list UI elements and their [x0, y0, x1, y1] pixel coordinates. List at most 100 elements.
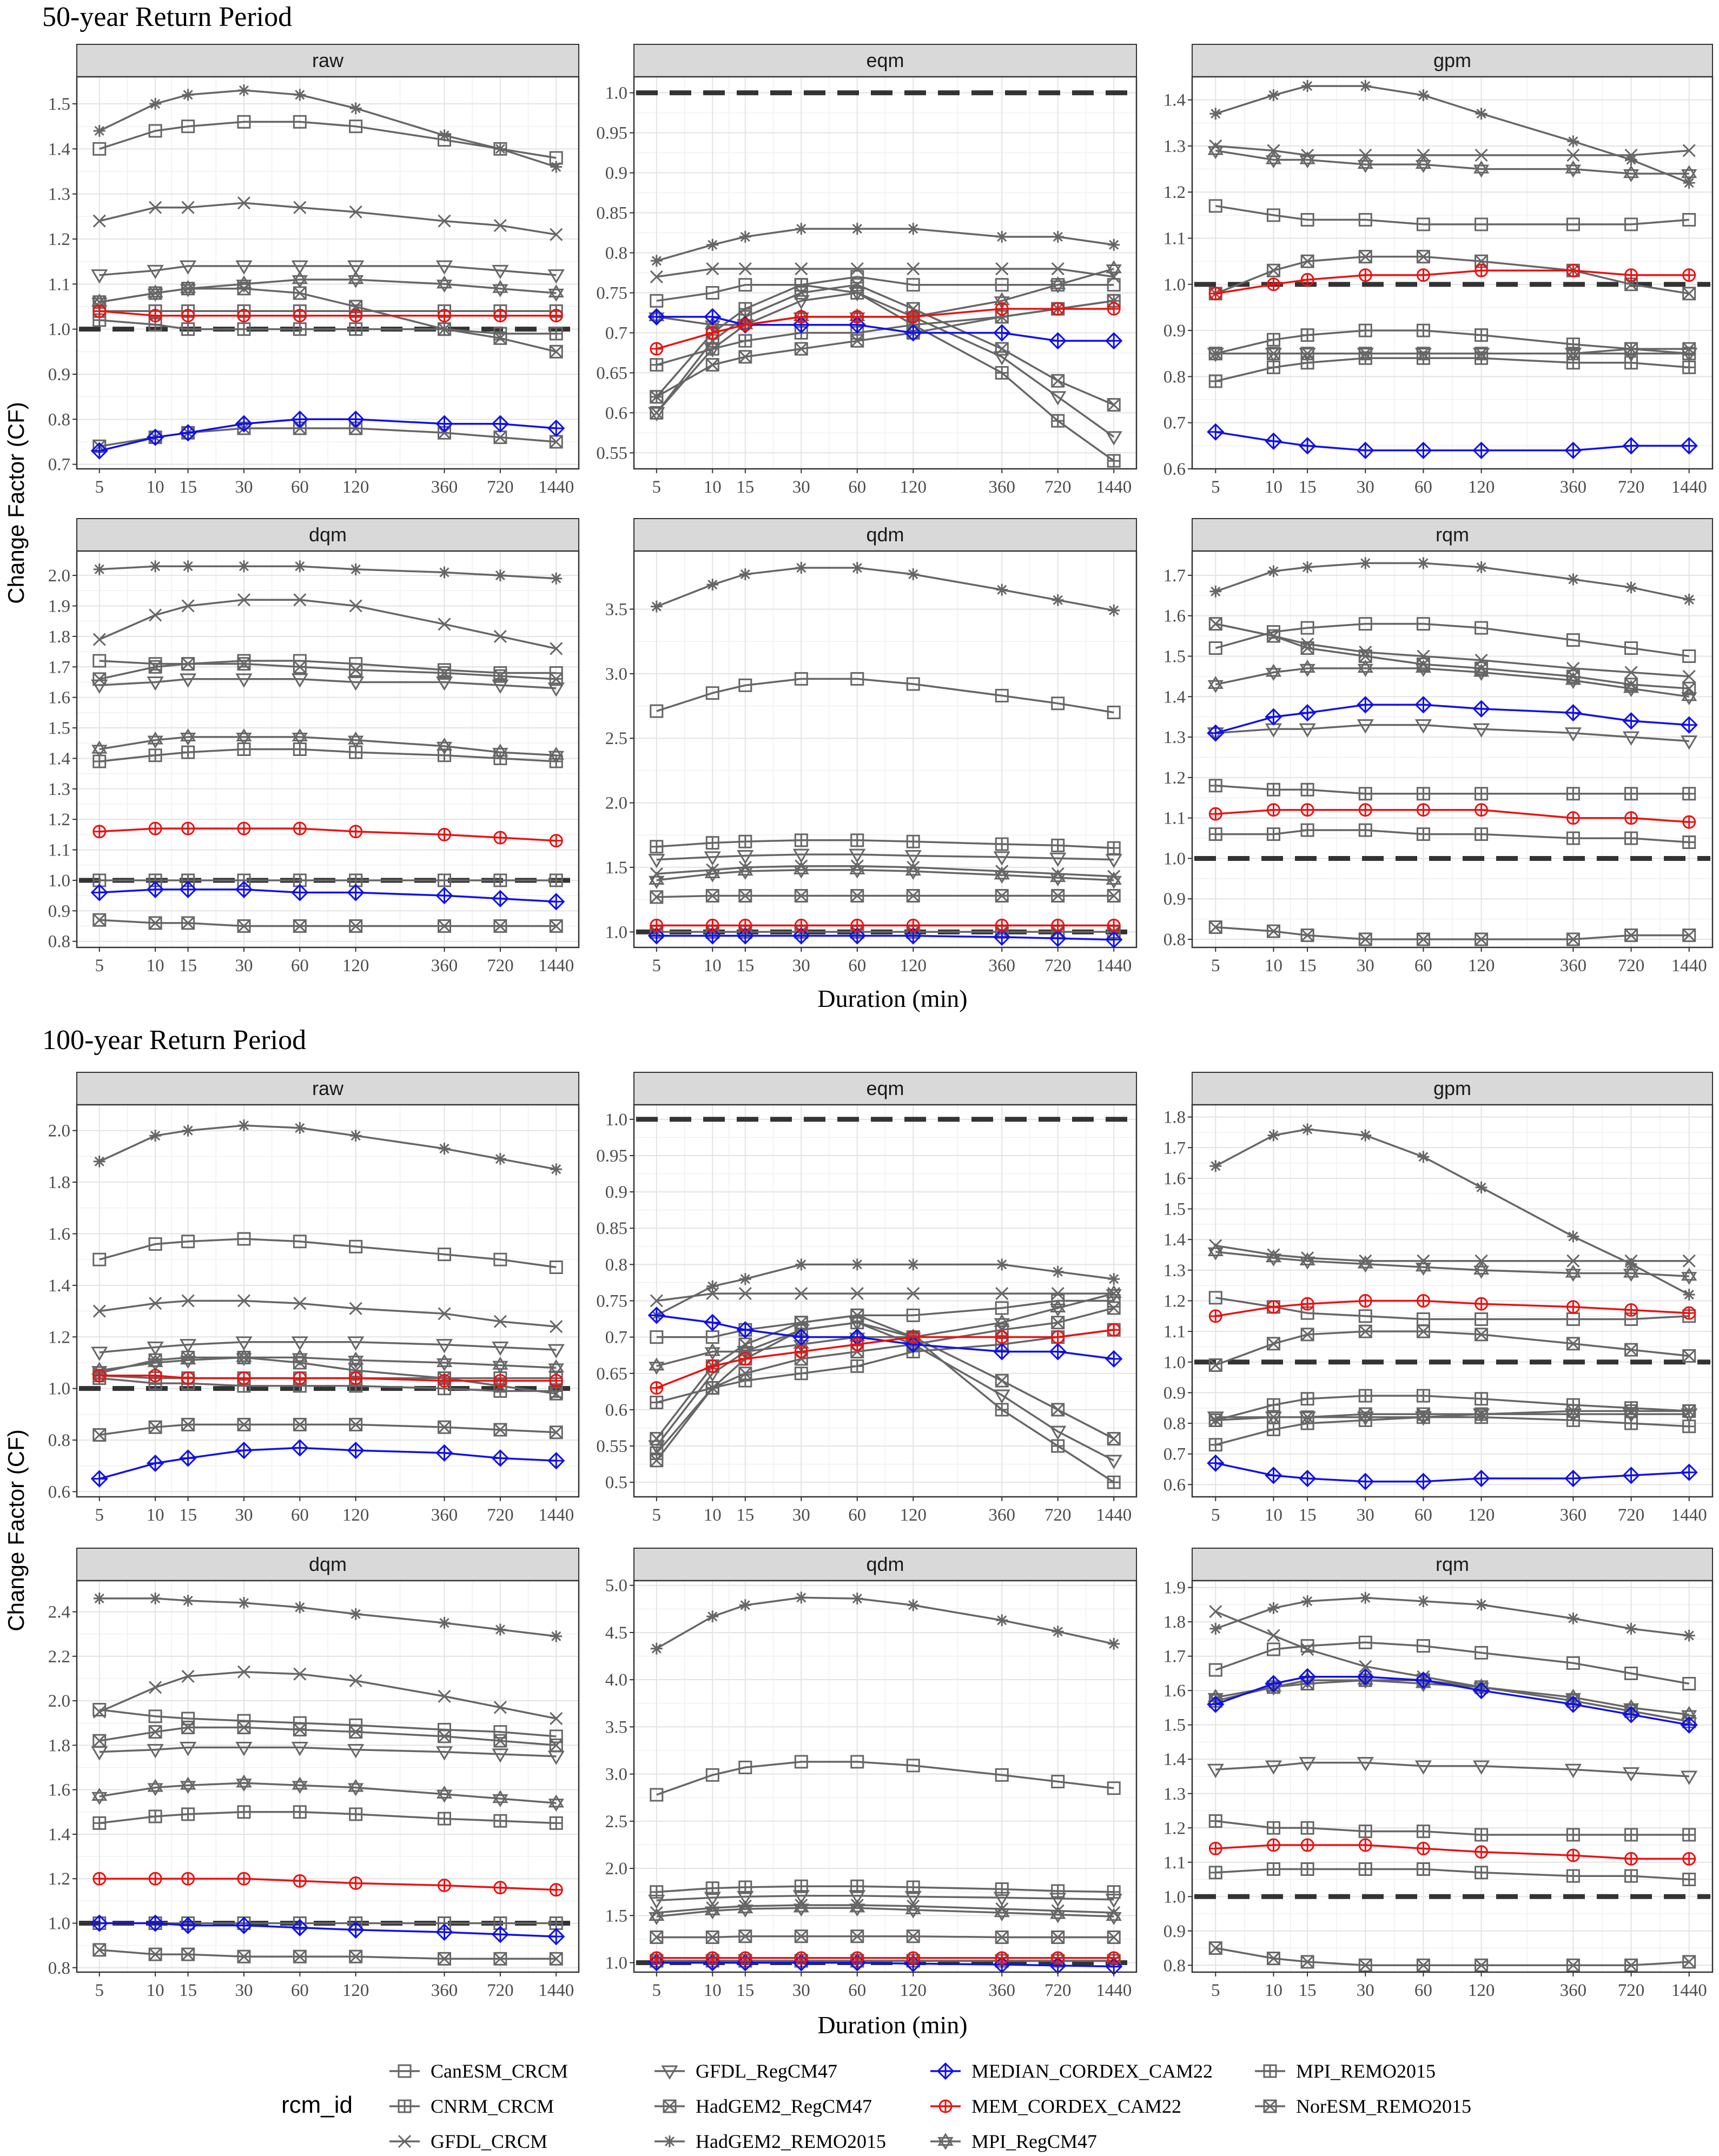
data-point: [292, 1349, 308, 1366]
series-MPI_REMO2015: [1208, 1410, 1696, 1452]
x-tick-label: 10: [704, 477, 722, 497]
data-point: [436, 275, 453, 293]
data-point: [705, 1930, 719, 1944]
data-point: [493, 669, 507, 683]
x-tick-label: 60: [1414, 956, 1432, 976]
data-point: [650, 358, 664, 372]
data-point: [181, 1721, 195, 1734]
x-tick-label: 5: [95, 956, 104, 976]
data-point: [1049, 332, 1067, 350]
y-tick-label: 0.6: [1163, 1475, 1186, 1495]
data-point: [1051, 1951, 1065, 1965]
data-point: [794, 278, 808, 292]
data-point: [347, 1744, 365, 1759]
data-point: [993, 351, 1010, 366]
y-tick-label: 0.7: [1163, 414, 1186, 433]
data-point: [1049, 1893, 1067, 1907]
x-tick-label: 720: [487, 1981, 514, 2000]
series-HadGEM2_RegCM47: [1208, 1324, 1696, 1372]
data-point: [1416, 932, 1430, 946]
y-tick-label: 2.4: [48, 1603, 70, 1622]
data-point: [293, 1805, 307, 1819]
data-point: [650, 1642, 663, 1655]
data-point: [1473, 1261, 1490, 1279]
data-point: [1415, 660, 1432, 677]
data-point: [1565, 672, 1582, 689]
series-MEDIAN_CORDEX_CAM22: [1207, 1668, 1698, 1734]
data-point: [995, 366, 1009, 380]
data-point: [90, 442, 108, 460]
panel-border: [1191, 550, 1714, 948]
series-GFDL_RegCM47: [648, 848, 1122, 868]
section-title-100yr: 100-year Return Period: [42, 1025, 306, 1056]
x-tick-label: 1440: [1671, 477, 1707, 497]
data-point: [1680, 1463, 1698, 1481]
x-tick-label: 60: [291, 956, 309, 976]
data-point: [706, 1610, 719, 1623]
data-point: [549, 1374, 563, 1388]
data-point: [650, 270, 663, 283]
data-point: [237, 1805, 251, 1819]
data-point: [1357, 1255, 1373, 1273]
legend-item-MPI_REMO2015: MPI_REMO2015: [1255, 2060, 1436, 2082]
data-point: [237, 560, 250, 573]
data-point: [1681, 165, 1697, 182]
data-point: [294, 89, 306, 101]
data-point: [549, 1738, 563, 1752]
data-point: [649, 1357, 665, 1375]
data-point: [179, 880, 197, 898]
data-point: [1209, 108, 1222, 120]
data-point: [349, 663, 363, 677]
data-point: [1564, 704, 1582, 722]
data-point: [149, 1592, 162, 1604]
y-tick-label: 2.2: [48, 1647, 70, 1667]
data-point: [237, 1721, 251, 1734]
legend-item-HadGEM2_REMO2015: HadGEM2_REMO2015: [654, 2131, 886, 2152]
data-point: [1566, 1300, 1580, 1314]
data-point: [1414, 348, 1432, 362]
series-CanESM_CRCM: [650, 672, 1121, 719]
series-MEM_CORDEX_CAM22: [92, 821, 563, 848]
data-point: [850, 310, 864, 324]
y-tick-label: 1.8: [1163, 1108, 1186, 1127]
data-point: [1624, 641, 1638, 655]
data-point: [236, 1774, 252, 1792]
data-point: [348, 731, 364, 749]
data-point: [1624, 1852, 1638, 1866]
panel-border: [1191, 1580, 1714, 1973]
data-point: [995, 1768, 1009, 1782]
data-point: [1475, 1392, 1489, 1406]
data-point: [1414, 441, 1432, 460]
series-CanESM_CRCM: [92, 1232, 563, 1274]
series-GFDL_RegCM47: [648, 1317, 1122, 1469]
y-tick-label: 1.0: [48, 871, 70, 891]
data-point: [438, 748, 452, 762]
y-tick-label: 3.5: [605, 600, 627, 619]
y-tick-label: 0.8: [48, 932, 70, 952]
x-tick-label: 60: [1414, 477, 1432, 497]
data-point: [738, 302, 752, 316]
y-tick-label: 0.6: [48, 1482, 70, 1502]
data-point: [1624, 1343, 1638, 1357]
series-MEDIAN_CORDEX_CAM22: [647, 1306, 1123, 1368]
data-point: [147, 880, 164, 898]
data-point: [1566, 1254, 1580, 1268]
series-MPI_RegCM47: [91, 1774, 564, 1812]
x-tick-label: 30: [235, 1505, 253, 1525]
x-tick-label: 60: [1414, 1981, 1432, 2000]
panel-strip: [1192, 1072, 1713, 1105]
data-point: [850, 833, 864, 847]
data-point: [1475, 827, 1489, 841]
x-tick-label: 10: [704, 1505, 722, 1525]
series-MEM_CORDEX_CAM22: [650, 302, 1121, 356]
data-point: [90, 1914, 108, 1932]
x-tick-label: 60: [848, 956, 866, 976]
data-point: [292, 728, 308, 746]
data-point: [182, 89, 194, 101]
x-tick-label: 15: [1299, 1981, 1317, 2000]
y-tick-label: 0.9: [1163, 890, 1186, 909]
y-tick-label: 2.0: [48, 1122, 70, 1141]
data-point: [293, 1297, 307, 1310]
data-point: [148, 748, 162, 762]
